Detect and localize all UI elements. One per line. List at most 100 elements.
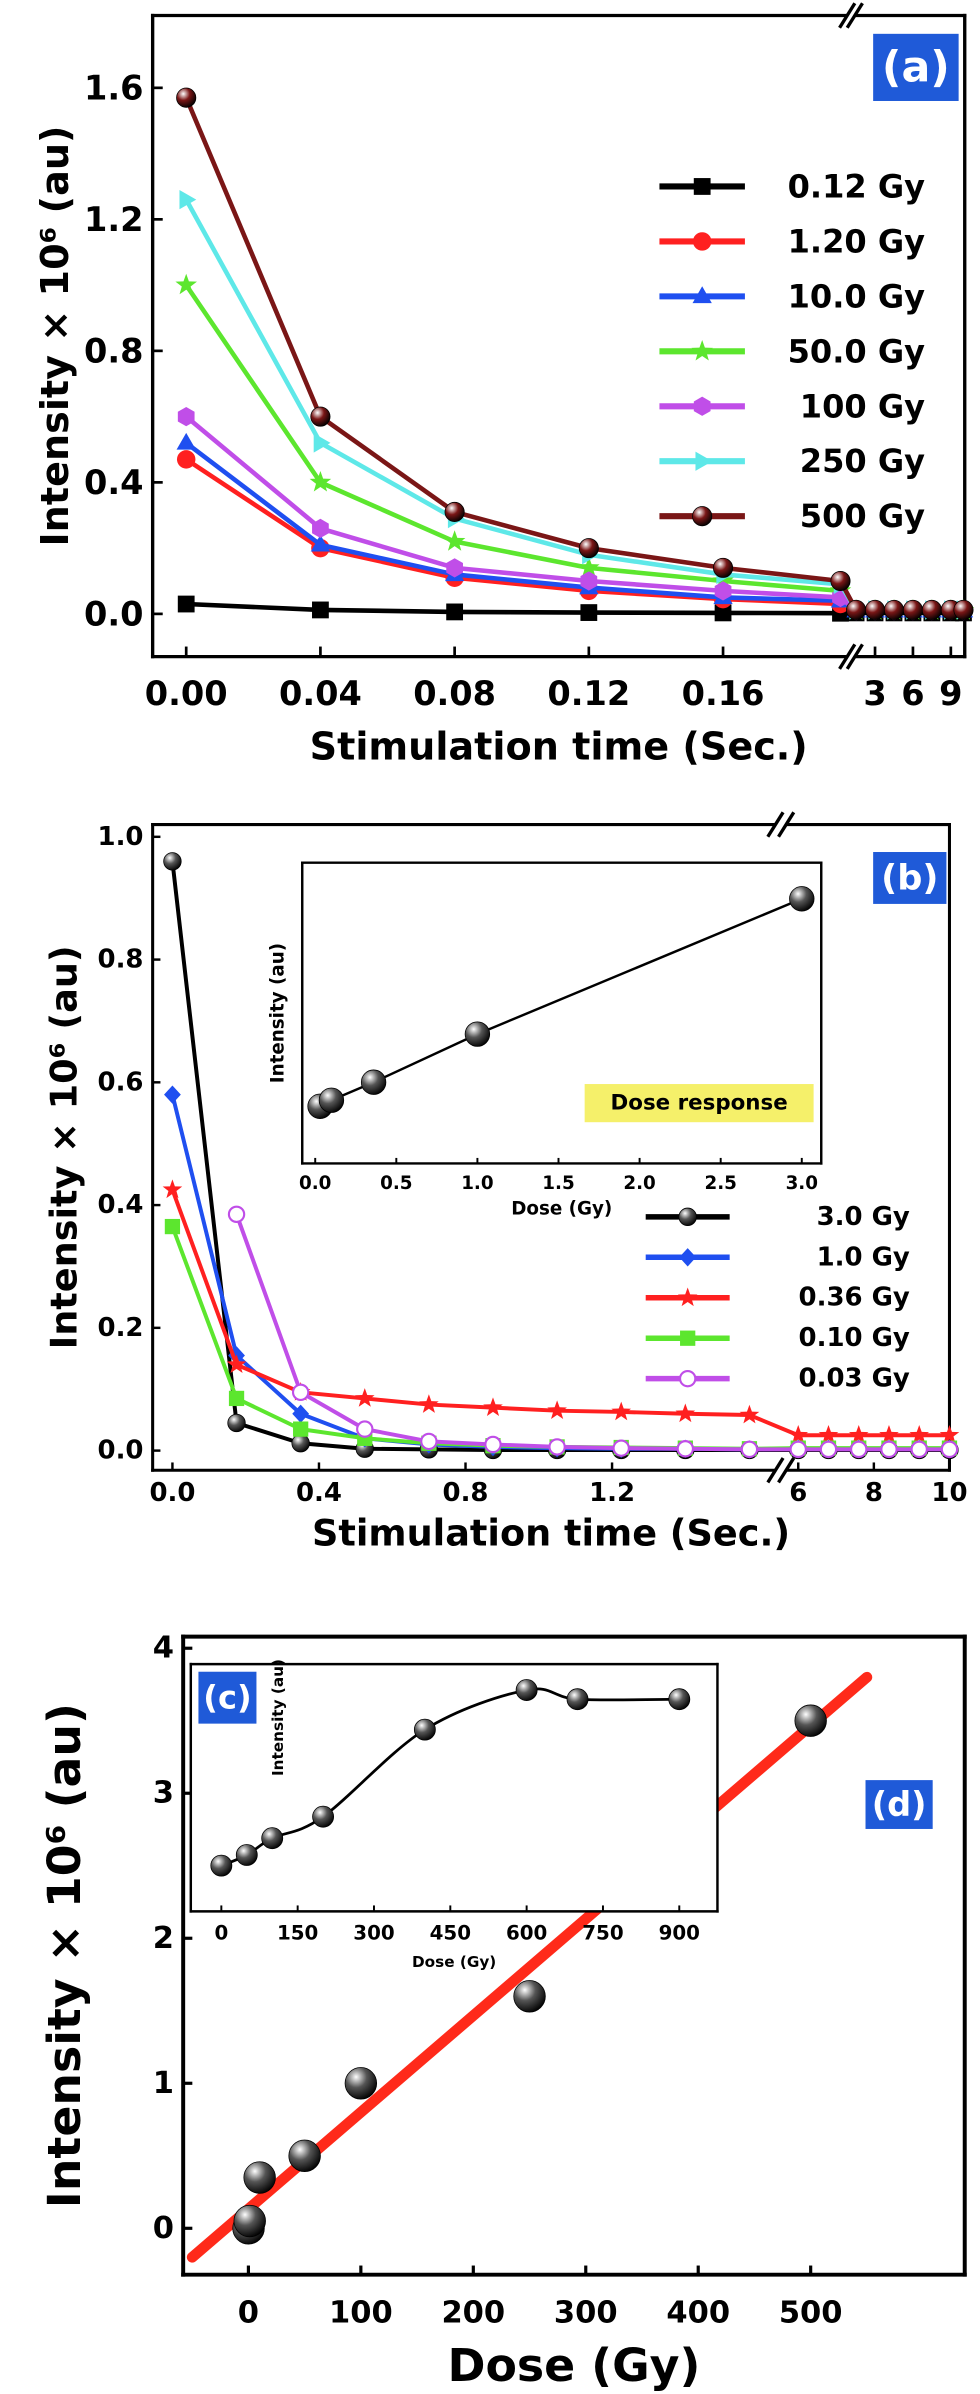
legend-swatch-marker [692,286,712,304]
axis-break-mark [838,2,857,29]
legend-label: 0.36 Gy [799,1283,910,1313]
data-point [360,1069,387,1095]
x-tick-label: 600 [506,1921,547,1944]
legend-label: 250 Gy [800,442,925,480]
data-point [848,1424,869,1444]
data-point [310,406,331,427]
data-point [261,1827,284,1850]
data-point [850,1440,868,1459]
legend-label: 1.0 Gy [817,1242,910,1272]
axis-break-mark [838,643,857,670]
y-tick-label: 0.0 [84,594,143,633]
data-point [865,599,886,620]
data-point [578,556,600,578]
data-point [177,595,195,613]
legend-swatch-marker [692,506,713,527]
data-point [668,1688,691,1711]
data-point [312,1805,335,1828]
data-point [713,557,734,578]
x-tick-label: 450 [430,1921,471,1944]
legend-swatch-marker [678,1369,697,1388]
data-point [318,1087,345,1113]
data-point [580,571,598,591]
axis-break-mark [766,1457,785,1484]
y-tick-label: 2 [153,1921,174,1956]
panel-label: (a) [882,42,950,92]
data-point [515,1679,538,1701]
x-tick-label: 150 [277,1921,318,1944]
data-point [176,450,196,469]
data-point [226,1354,247,1374]
data-point [676,1440,695,1458]
x-tick-label: 3.0 [786,1173,818,1194]
axis-break-mark [766,811,785,838]
panel-label: (d) [872,1785,927,1824]
y-axis-label: Intensity × 10⁶ (au) [33,126,77,547]
y-tick-label: 4 [153,1631,174,1666]
legend-swatch-marker [678,1207,697,1227]
data-point [420,1432,438,1451]
panel-label-box [873,852,947,904]
x-tick-label: 0.00 [145,674,228,713]
panel-label-box [198,1671,257,1724]
data-point [228,1390,245,1407]
y-axis-label: Intensity × 10⁶ (au) [43,945,86,1349]
data-point [309,471,332,492]
data-point [788,1424,809,1444]
data-point [419,1394,439,1413]
y-axis-label: Intensity (au) [269,1659,287,1776]
x-tick-label: 0.08 [413,674,496,713]
data-point [288,2139,321,2172]
x-axis-label: Dose (Gy) [412,1953,496,1971]
x-tick-label: 0.12 [547,674,630,713]
y-tick-label: 1 [153,2066,174,2101]
y-tick-label: 0.4 [84,463,143,502]
x-tick-label: 6 [901,674,924,713]
x-axis-label: Stimulation time (Sec.) [310,725,808,769]
data-point [164,1085,181,1104]
x-axis-label: Stimulation time (Sec.) [312,1511,790,1554]
data-point [794,1704,827,1737]
y-axis-label: Intensity × 10⁶ (au) [37,1703,91,2208]
axis-break-mark [777,811,796,838]
data-point [354,1388,375,1407]
x-tick-label: 0.16 [682,674,765,713]
data-point [176,87,197,108]
y-tick-label: 0.8 [84,331,143,370]
legend-swatch-marker [695,451,713,471]
y-tick-label: 1.6 [84,68,143,107]
data-point [293,1421,309,1437]
panel-label-box [873,33,959,101]
data-point [446,603,464,621]
legend-label: 500 Gy [800,497,925,535]
data-point [675,1403,696,1423]
x-tick-label: 8 [865,1478,883,1508]
x-tick-label: 10 [931,1478,967,1508]
data-point [879,1424,899,1444]
x-tick-label: 0.0 [299,1173,331,1194]
data-point [292,1404,310,1423]
data-point [312,601,329,619]
legend-swatch-marker [691,339,713,361]
legend-swatch-marker [693,178,711,195]
data-point [175,273,197,295]
x-axis-label: Dose (Gy) [447,2338,700,2392]
data-point [566,1688,589,1711]
x-tick-label: 0 [214,1921,228,1944]
data-point [291,1383,310,1401]
data-point [578,538,599,559]
y-tick-label: 0.8 [98,945,144,975]
data-point [313,433,331,453]
data-point [580,604,598,621]
y-tick-label: 0.2 [98,1313,144,1343]
axis-break-gap [775,1461,787,1480]
y-tick-label: 0.6 [98,1067,144,1097]
x-tick-label: 3 [863,674,886,713]
data-point [789,1440,807,1459]
data-point [739,1404,760,1424]
data-point [243,2161,276,2194]
data-point [162,1179,183,1199]
legend-label: 3.0 Gy [817,1202,910,1232]
x-tick-label: 9 [939,674,962,713]
